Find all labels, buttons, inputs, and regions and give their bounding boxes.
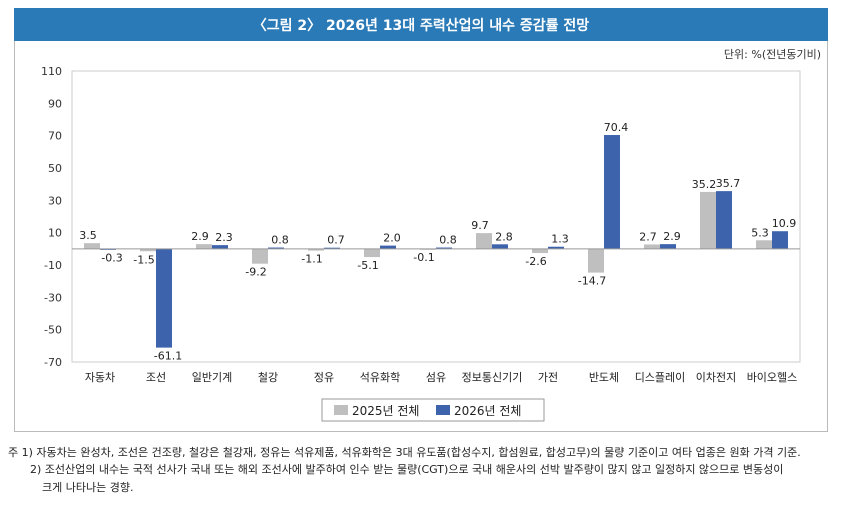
bar-chart: 110 90 70 50 30 10 -10 -30 -50 -70 자동차 3.5 -0.3 조선 -1.… — [41, 65, 801, 422]
bar-2026 — [324, 247, 340, 249]
bar-2026 — [548, 246, 564, 249]
x-tick-label: 정보통신기기 — [462, 371, 523, 384]
bar-2026 — [492, 244, 508, 249]
y-tick-label: 90 — [48, 97, 62, 110]
data-label: -9.2 — [245, 266, 266, 279]
y-tick-label: -30 — [44, 291, 62, 304]
y-tick-label: -10 — [44, 259, 62, 272]
data-label: -1.5 — [133, 253, 154, 266]
legend-label: 2026년 전체 — [454, 404, 521, 418]
x-tick-label: 반도체 — [589, 371, 619, 384]
note-3: 크게 나타나는 경향. — [42, 481, 134, 494]
bar-2026 — [212, 245, 228, 249]
chart-title: 〈그림 2〉 2026년 13대 주력산업의 내수 증감률 전망 — [14, 8, 828, 41]
bar-2026 — [772, 231, 788, 249]
legend-label: 2025년 전체 — [352, 404, 419, 418]
note-1: 주 1) 자동차는 완성차, 조선은 건조량, 철강은 철강재, 정유는 석유제… — [8, 446, 801, 459]
bar-2025 — [700, 191, 716, 249]
y-tick-label: 110 — [41, 65, 62, 78]
bar-2026 — [268, 247, 284, 249]
data-label: 0.8 — [271, 234, 289, 247]
y-tick-label: 10 — [48, 227, 62, 240]
bar-2026 — [716, 191, 732, 249]
data-label: 35.7 — [716, 177, 741, 190]
bar-2025 — [756, 240, 772, 249]
data-label: 1.3 — [551, 233, 569, 246]
bar-2025 — [196, 244, 212, 249]
data-label: 2.8 — [495, 230, 513, 243]
bar-2026 — [436, 247, 452, 249]
bar-2026 — [660, 244, 676, 249]
bar-2025 — [364, 248, 380, 258]
y-tick-label: 50 — [48, 162, 62, 175]
data-label: 2.9 — [663, 230, 681, 243]
data-label: 70.4 — [604, 121, 629, 134]
x-tick-label: 정유 — [314, 371, 334, 384]
y-tick-label: -50 — [44, 324, 62, 337]
data-label: -5.1 — [357, 259, 378, 272]
chart-panel — [14, 41, 828, 432]
legend-box — [321, 398, 545, 422]
x-tick-label: 바이오헬스 — [747, 371, 798, 384]
x-tick-label: 섬유 — [426, 371, 446, 384]
data-label: -61.1 — [154, 350, 182, 363]
data-label: -14.7 — [578, 275, 606, 288]
x-tick-label: 자동차 — [85, 371, 115, 384]
data-label: 2.3 — [215, 231, 233, 244]
bar-2025 — [308, 248, 324, 251]
bar-2025 — [476, 233, 492, 249]
bar-2026 — [156, 248, 172, 348]
legend-swatch — [436, 405, 450, 415]
data-label: -2.6 — [525, 255, 546, 268]
bar-2025 — [252, 248, 268, 264]
x-tick-label: 이차전지 — [696, 371, 736, 384]
data-label: 0.8 — [439, 234, 457, 247]
bar-2026 — [604, 135, 620, 249]
data-label: -0.1 — [413, 251, 434, 264]
data-label: 2.9 — [191, 230, 209, 243]
data-label: 2.0 — [383, 232, 401, 245]
data-label: -1.1 — [301, 253, 322, 266]
bar-2026 — [380, 245, 396, 249]
data-label: -0.3 — [101, 251, 122, 264]
unit-label: 단위: %(전년동기비) — [723, 48, 821, 61]
x-tick-label: 일반기계 — [192, 370, 232, 384]
y-tick-label: 70 — [48, 130, 62, 143]
data-label: 2.7 — [639, 230, 657, 243]
plot-area — [71, 70, 801, 363]
data-label: 3.5 — [79, 229, 97, 242]
x-tick-label: 디스플레이 — [635, 371, 686, 384]
bar-2025 — [644, 244, 660, 249]
data-label: 0.7 — [327, 234, 345, 247]
x-tick-label: 석유화학 — [360, 371, 400, 384]
x-tick-label: 조선 — [146, 371, 166, 384]
bar-2025 — [588, 248, 604, 273]
note-2: 2) 조선산업의 내수는 국적 선사가 국내 또는 해외 조선사에 발주하여 인… — [30, 463, 784, 476]
y-tick-label: -70 — [44, 356, 62, 369]
data-label: 5.3 — [751, 226, 769, 239]
data-label: 10.9 — [772, 217, 797, 230]
data-label: 9.7 — [471, 219, 489, 232]
bar-2025 — [140, 248, 156, 252]
x-tick-label: 철강 — [258, 371, 278, 384]
legend-swatch — [334, 405, 348, 415]
data-label: 35.2 — [692, 178, 717, 191]
x-tick-label: 가전 — [538, 371, 558, 384]
bar-2025 — [532, 248, 548, 254]
bar-2025 — [84, 243, 100, 249]
y-tick-label: 30 — [48, 194, 62, 207]
